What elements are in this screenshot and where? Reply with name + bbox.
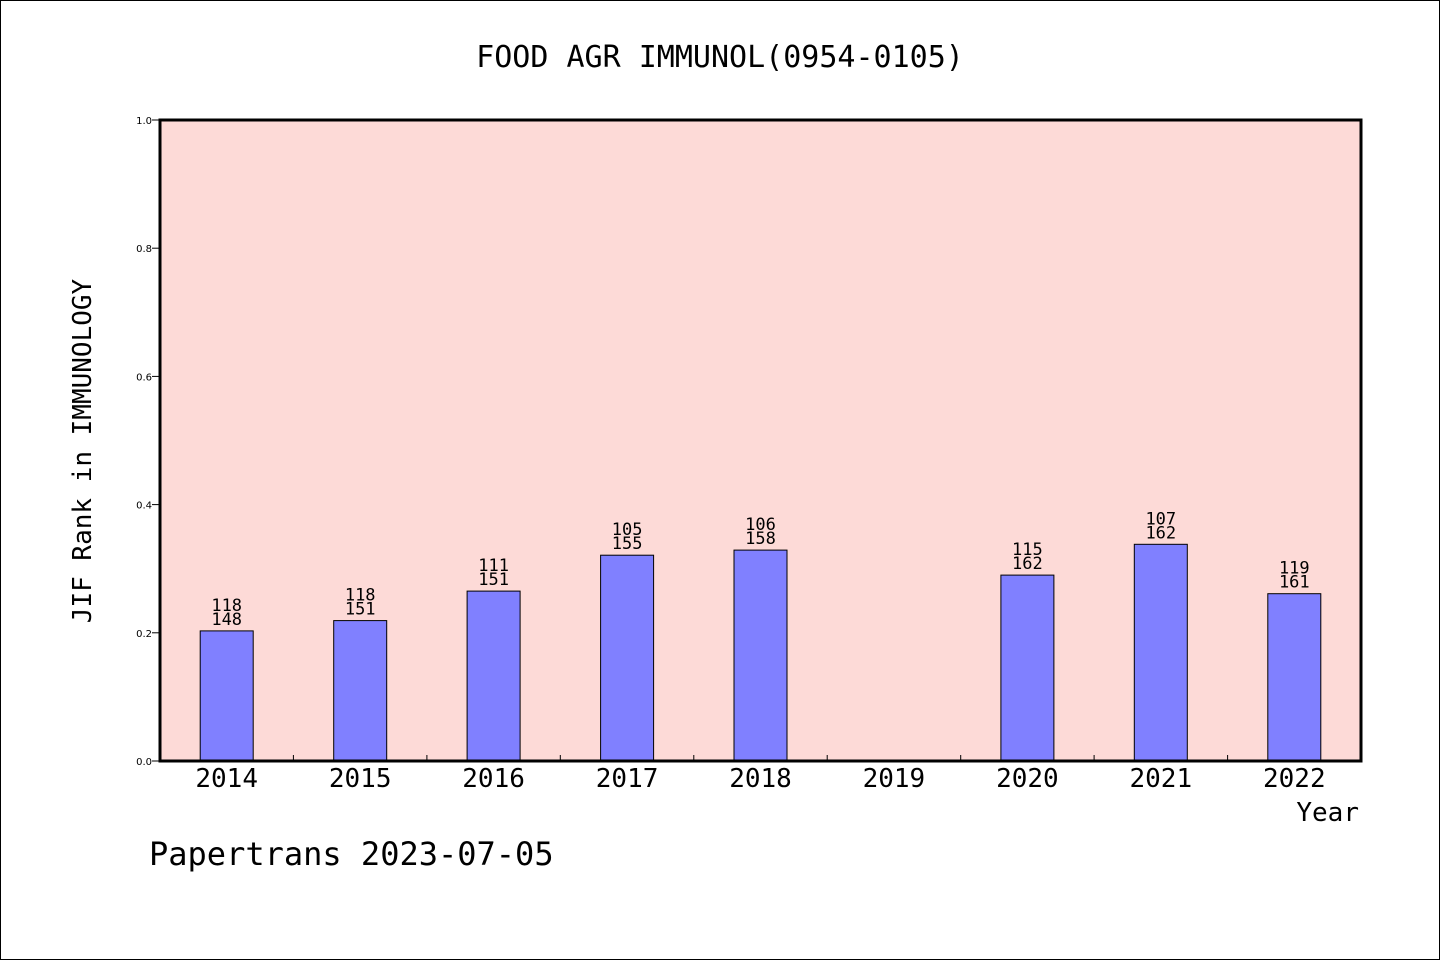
bar-label-2015-total: 151 (345, 600, 376, 620)
x-tick-label-2016: 2016 (462, 764, 525, 794)
x-tick-label-2014: 2014 (195, 764, 258, 794)
x-tick-label-2021: 2021 (1129, 764, 1192, 794)
bar-label-2017-total: 155 (612, 534, 643, 554)
bar-label-2018-rank: 106 (745, 515, 776, 535)
y-tick-label: 1.0 (136, 116, 152, 127)
bar-2022 (1267, 593, 1322, 762)
y-axis-label: JIF Rank in IMMUNOLOGY (68, 278, 98, 623)
bar-label-2020-rank: 115 (1012, 540, 1043, 560)
bar-label-2017-rank: 105 (612, 520, 643, 540)
bar-label-2014-rank: 118 (211, 596, 242, 616)
x-axis: 2014 2015 2016 2017 2018 2019 2020 2021 2022 (195, 755, 1326, 794)
x-tick-label-2022: 2022 (1263, 764, 1326, 794)
y-tick-label: 0.2 (136, 629, 152, 640)
x-tick-label-2018: 2018 (729, 764, 792, 794)
bar-2014 (199, 630, 254, 762)
bar-label-2022-rank: 119 (1279, 559, 1310, 579)
y-tick-label: 0.6 (136, 372, 152, 383)
y-tick-label: 0.0 (136, 757, 152, 768)
bar-label-2022-total: 161 (1279, 573, 1310, 593)
x-axis-label: Year (1296, 798, 1359, 828)
bar-label-2015-rank: 118 (345, 586, 376, 606)
bar-2020 (1000, 574, 1055, 762)
bar-label-2021-total: 162 (1145, 523, 1176, 543)
bar-labels-layer: 1181481181511111511051551061581151621071… (211, 509, 1309, 630)
y-axis: 0.0 0.2 0.4 0.6 0.8 1.0 (136, 116, 160, 768)
bar-label-2021-rank: 107 (1145, 509, 1176, 529)
x-tick-label-2017: 2017 (596, 764, 659, 794)
bar-label-2016-total: 151 (478, 570, 509, 590)
bar-2017 (600, 554, 655, 762)
y-tick-label: 0.8 (136, 244, 152, 255)
x-tick-label-2015: 2015 (329, 764, 392, 794)
bar-2015 (333, 620, 388, 762)
bar-label-2014-total: 148 (211, 610, 242, 630)
plot-border (158, 118, 1363, 763)
x-tick-label-2019: 2019 (863, 764, 926, 794)
bars-layer (199, 543, 1322, 762)
footer-text: Papertrans 2023-07-05 (149, 835, 554, 873)
bar-2018 (733, 549, 788, 762)
bar-label-2018-total: 158 (745, 529, 776, 549)
chart-title: FOOD AGR IMMUNOL(0954-0105) (476, 40, 964, 75)
x-tick-label-2020: 2020 (996, 764, 1059, 794)
bar-2016 (466, 590, 521, 762)
bar-label-2020-total: 162 (1012, 554, 1043, 574)
y-tick-label: 0.4 (136, 501, 152, 512)
bar-2021 (1133, 543, 1188, 762)
bar-label-2016-rank: 111 (478, 556, 509, 576)
